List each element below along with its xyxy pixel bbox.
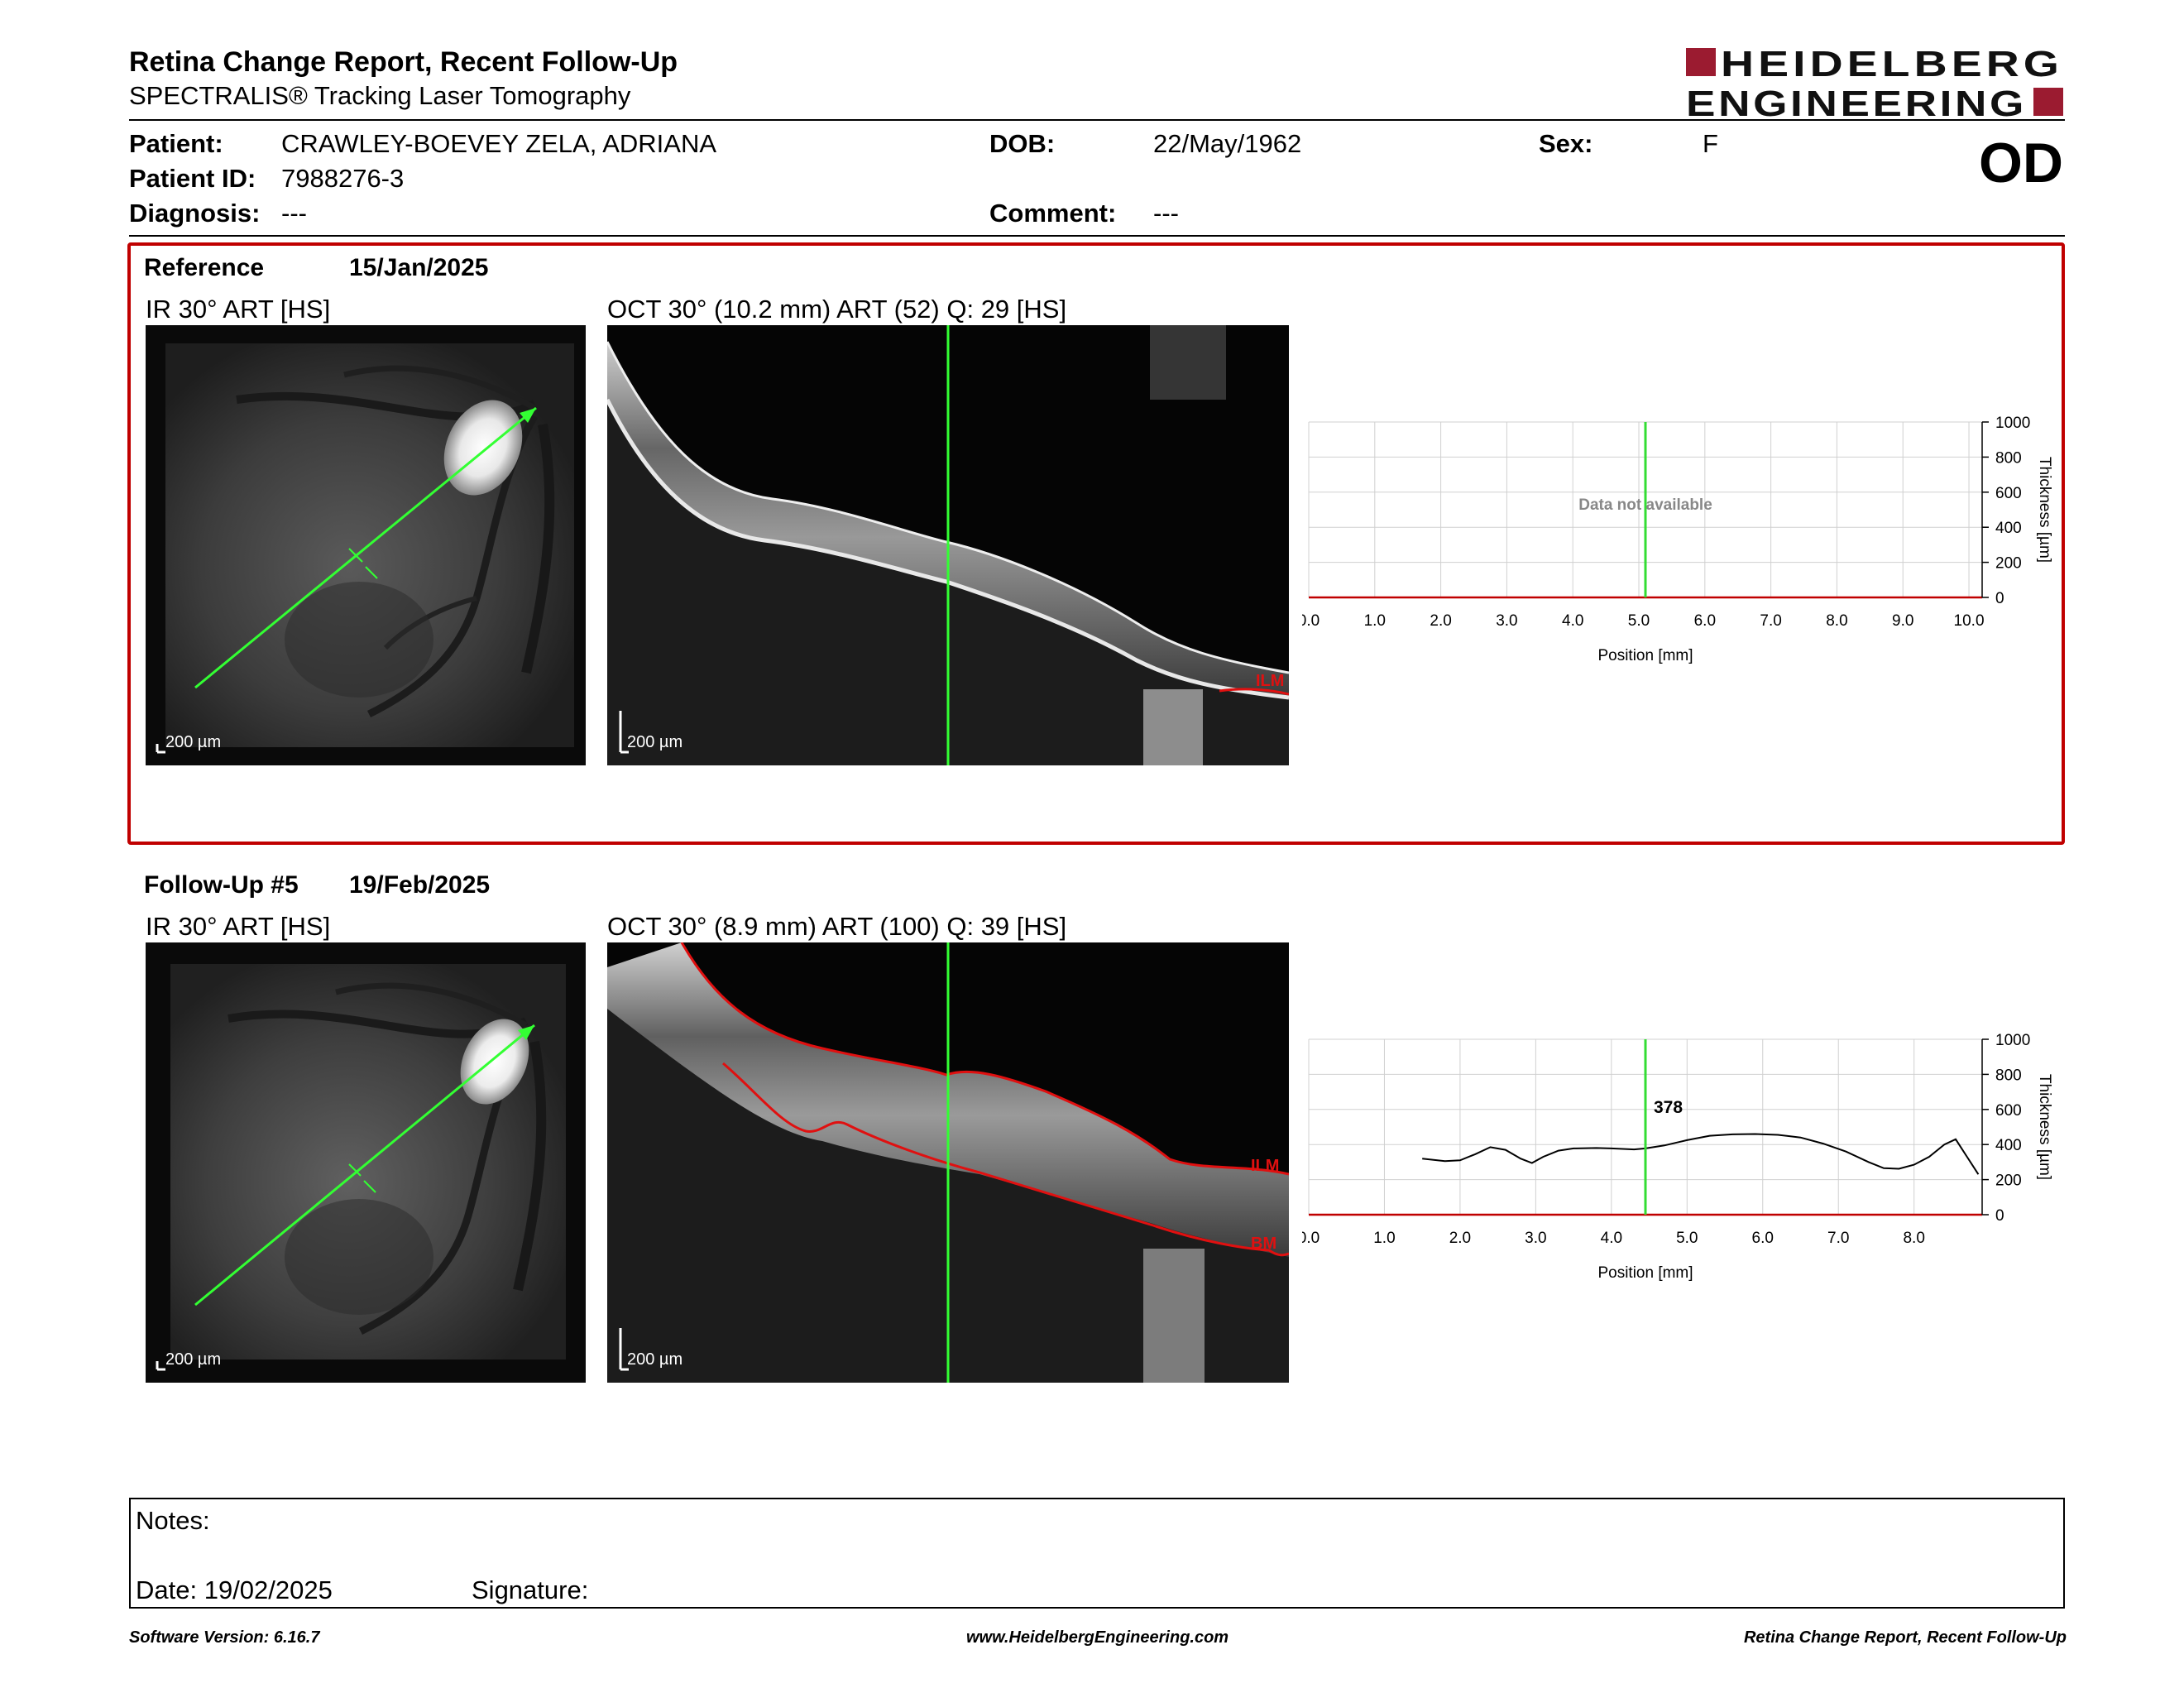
reference-oct-image[interactable]: ILM 200 µm (607, 325, 1289, 765)
x-tick-label: 2.0 (1449, 1230, 1471, 1247)
x-tick-label: 8.0 (1903, 1230, 1924, 1247)
followup-oct-layer-bm: BM (1251, 1235, 1276, 1253)
x-tick-label: 1.0 (1364, 612, 1386, 630)
report-subtitle: SPECTRALIS® Tracking Laser Tomography (129, 81, 631, 110)
diagnosis-value: --- (281, 199, 307, 228)
sex-label: Sex: (1539, 129, 1593, 158)
patient-name: CRAWLEY-BOEVEY ZELA, ADRIANA (281, 129, 717, 158)
x-tick-label: 0.0 (1302, 612, 1320, 630)
sex-value: F (1703, 129, 1718, 158)
y-tick-label: 200 (1995, 555, 2022, 573)
reference-frame (127, 242, 2065, 845)
notes-label: Notes: (136, 1506, 210, 1535)
y-tick-label: 1000 (1995, 1032, 2030, 1049)
followup-ir-title: IR 30° ART [HS] (146, 912, 331, 941)
footer-version: Software Version: 6.16.7 (129, 1628, 320, 1647)
comment-label: Comment: (989, 199, 1117, 228)
y-tick-label: 0 (1995, 590, 2004, 607)
y-tick-label: 800 (1995, 1067, 2022, 1084)
y-tick-label: 600 (1995, 485, 2022, 502)
x-tick-label: 1.0 (1373, 1230, 1395, 1247)
diagnosis-label: Diagnosis: (129, 199, 261, 228)
footer-report: Retina Change Report, Recent Follow-Up (1743, 1628, 2067, 1647)
y-tick-label: 800 (1995, 449, 2022, 467)
y-tick-label: 600 (1995, 1102, 2022, 1120)
x-tick-label: 10.0 (1954, 612, 1985, 630)
x-axis-label: Position [mm] (1597, 1264, 1693, 1282)
logo-line1: HEIDELBERG (1721, 45, 2063, 84)
x-tick-label: 5.0 (1676, 1230, 1698, 1247)
followup-oct-scale: 200 µm (627, 1350, 682, 1369)
header-rule (129, 119, 2065, 121)
y-axis-label: Thickness [µm] (2036, 1074, 2053, 1180)
x-axis-label: Position [mm] (1597, 647, 1693, 664)
patient-id-label: Patient ID: (129, 164, 256, 193)
cursor-value-label: 378 (1654, 1098, 1683, 1117)
x-tick-label: 3.0 (1525, 1230, 1546, 1247)
y-axis-label: Thickness [µm] (2036, 457, 2053, 563)
followup-oct-image[interactable]: ILM BM 200 µm (607, 942, 1289, 1383)
x-tick-label: 7.0 (1760, 612, 1781, 630)
x-tick-label: 6.0 (1694, 612, 1716, 630)
y-tick-label: 400 (1995, 1137, 2022, 1154)
followup-thickness-chart: 0 200 400 600 800 1000 0.0 1.0 2.0 3.0 4.0 5.0 6.0 7.… (1298, 1026, 2063, 1299)
x-tick-label: 2.0 (1430, 612, 1451, 630)
followup-oct-layer-ilm: ILM (1251, 1157, 1279, 1175)
reference-oct-scale: 200 µm (627, 733, 682, 751)
dob-value: 22/May/1962 (1153, 129, 1302, 158)
dob-label: DOB: (989, 129, 1056, 158)
x-tick-label: 9.0 (1892, 612, 1913, 630)
notes-date: Date: 19/02/2025 (136, 1575, 333, 1604)
followup-label: Follow-Up #5 (144, 871, 299, 899)
eye-indicator: OD (1979, 132, 2063, 194)
x-tick-label: 0.0 (1302, 1230, 1320, 1247)
thickness-line (1422, 1133, 1980, 1175)
y-tick-label: 0 (1995, 1207, 2004, 1225)
logo-line2: ENGINEERING (1686, 84, 2027, 122)
report-title: Retina Change Report, Recent Follow-Up (129, 46, 678, 78)
data-unavailable-message: Data not available (1578, 496, 1712, 514)
x-tick-label: 6.0 (1752, 1230, 1774, 1247)
footer-website[interactable]: www.HeidelbergEngineering.com (966, 1628, 1229, 1647)
x-tick-label: 5.0 (1628, 612, 1650, 630)
x-tick-label: 4.0 (1601, 1230, 1622, 1247)
followup-ir-image[interactable]: 200 µm (146, 942, 586, 1383)
reference-date: 15/Jan/2025 (349, 254, 489, 281)
followup-ir-scale: 200 µm (165, 1350, 221, 1369)
x-tick-label: 3.0 (1496, 612, 1517, 630)
reference-label: Reference (144, 254, 265, 281)
reference-ir-title: IR 30° ART [HS] (146, 295, 331, 324)
reference-oct-title: OCT 30° (10.2 mm) ART (52) Q: 29 [HS] (607, 295, 1067, 324)
x-tick-label: 4.0 (1562, 612, 1583, 630)
y-tick-label: 400 (1995, 520, 2022, 537)
signature-label: Signature: (472, 1575, 589, 1604)
followup-date: 19/Feb/2025 (349, 871, 491, 899)
x-tick-label: 7.0 (1827, 1230, 1849, 1247)
y-tick-label: 200 (1995, 1172, 2022, 1190)
x-tick-label: 8.0 (1826, 612, 1847, 630)
patient-label: Patient: (129, 129, 223, 158)
followup-oct-title: OCT 30° (8.9 mm) ART (100) Q: 39 [HS] (607, 912, 1067, 941)
heidelberg-logo: HEIDELBERG ENGINEERING (1686, 44, 2067, 124)
reference-ir-image[interactable]: 200 µm (146, 325, 586, 765)
reference-ir-scale: 200 µm (165, 733, 221, 751)
reference-oct-layer-ilm: ILM (1256, 672, 1284, 690)
patient-id-value: 7988276-3 (281, 164, 405, 193)
notes-box[interactable] (129, 1498, 2065, 1609)
reference-thickness-chart: 0 200 400 600 800 1000 0.0 1.0 2.0 3.0 4.0 5.0 6.0 7.… (1298, 409, 2063, 682)
patient-rule (129, 235, 2065, 237)
comment-value: --- (1153, 199, 1179, 228)
y-tick-label: 1000 (1995, 415, 2030, 432)
